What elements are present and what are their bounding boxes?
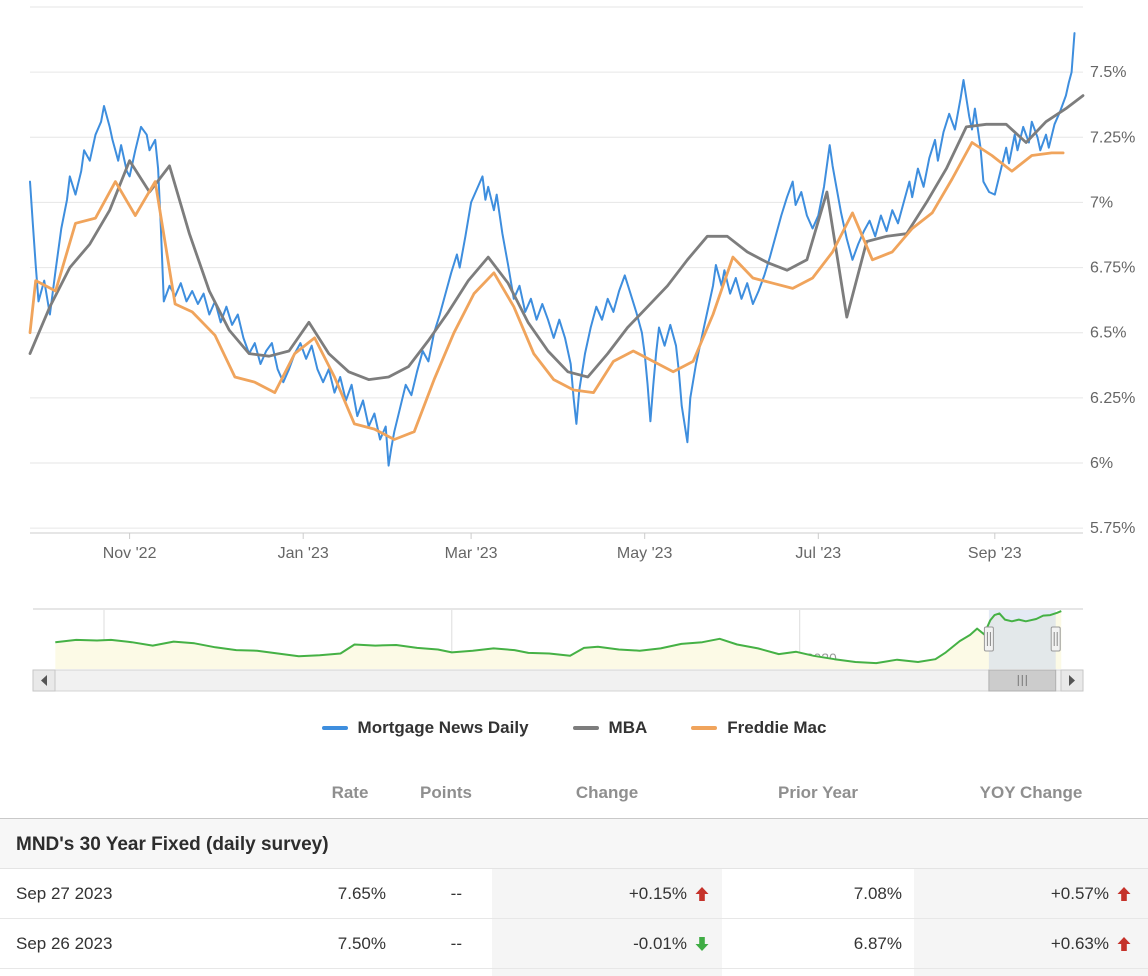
legend-line-swatch — [572, 726, 599, 730]
mba-series-line — [28, 94, 1085, 382]
table-section-header: MND's 30 Year Fixed (daily survey) — [0, 818, 1148, 869]
y-axis-label: 7% — [1090, 194, 1113, 211]
legend-item-freddie-mac[interactable]: Freddie Mac — [691, 718, 826, 738]
y-axis-label: 5.75% — [1090, 520, 1135, 537]
rate-cell: 7.50% — [300, 919, 400, 969]
table-header-row: Rate Points Change Prior Year YOY Change — [0, 768, 1148, 818]
prior-cell — [722, 969, 914, 976]
legend-line-swatch — [691, 726, 718, 730]
chart-legend: Mortgage News Daily MBA Freddie Mac — [0, 710, 1148, 746]
points-cell: -- — [400, 919, 492, 969]
navigator-left-handle[interactable] — [983, 626, 994, 652]
prior-cell: 6.87% — [722, 919, 914, 969]
cell-value: -- — [450, 933, 462, 953]
rates-chart: Nov '22 Jan '23 Mar '23 May '23 Jul '23 Sep '… — [28, 6, 1135, 692]
legend-item-mortgage-news-daily[interactable]: Mortgage News Daily — [321, 718, 529, 738]
rate-cell: 7.65% — [300, 869, 400, 919]
down-arrow-icon — [695, 936, 709, 951]
scroll-right-icon — [1069, 675, 1075, 686]
cell-value: Sep 26 2023 — [16, 933, 113, 953]
yoy-cell — [914, 969, 1148, 976]
yoy-cell: +0.63% — [914, 919, 1148, 969]
cell-value: +0.63% — [1050, 933, 1109, 953]
y-axis-label: 6.75% — [1090, 260, 1135, 277]
legend-item-mba[interactable]: MBA — [572, 718, 648, 738]
up-arrow-icon — [1117, 886, 1131, 901]
navigator-area-fill — [55, 611, 1062, 669]
points-cell — [400, 969, 492, 976]
legend-label: MBA — [608, 718, 648, 737]
date-cell: Sep 27 2023 — [0, 869, 300, 919]
points-cell: -- — [400, 869, 492, 919]
scrollbar-thumb[interactable] — [988, 669, 1057, 692]
rates-table: Rate Points Change Prior Year YOY Change MND'… — [0, 768, 1148, 976]
table-row-partial — [0, 969, 1148, 976]
cell-value: Sep 27 2023 — [16, 883, 113, 903]
y-axis-label: 7.5% — [1090, 64, 1126, 81]
date-cell — [0, 969, 300, 976]
date-cell: Sep 26 2023 — [0, 919, 300, 969]
y-axis-label: 7.25% — [1090, 129, 1135, 146]
cell-value: -- — [450, 883, 462, 903]
cell-value: 6.87% — [853, 933, 902, 953]
freddie-mac-series-line — [28, 141, 1065, 441]
mortgage-news-daily-series-line — [29, 32, 1076, 467]
prior-cell: 7.08% — [722, 869, 914, 919]
navigator-right-handle[interactable] — [1050, 626, 1061, 652]
scroll-left-icon — [41, 675, 47, 686]
change-cell: +0.15% — [492, 869, 722, 919]
x-axis-label: Jul '23 — [795, 545, 841, 562]
cell-value: 7.50% — [337, 933, 386, 953]
scrollbar-left-button[interactable] — [32, 669, 56, 692]
cell-value: -0.01% — [633, 933, 687, 953]
column-header: Points — [420, 783, 472, 802]
scrollbar-right-button[interactable] — [1060, 669, 1084, 692]
legend-label: Mortgage News Daily — [357, 718, 529, 737]
change-cell — [492, 969, 722, 976]
up-arrow-icon — [1117, 936, 1131, 951]
cell-value: +0.57% — [1050, 883, 1109, 903]
legend-line-swatch — [321, 726, 348, 730]
change-cell: -0.01% — [492, 919, 722, 969]
column-header: Rate — [331, 783, 369, 802]
yoy-cell: +0.57% — [914, 869, 1148, 919]
cell-value: 7.65% — [337, 883, 386, 903]
y-axis-label: 6% — [1090, 455, 1113, 472]
x-axis-label: Jan '23 — [278, 545, 329, 562]
navigator-series-line — [55, 610, 1062, 665]
x-axis-label: May '23 — [617, 545, 673, 562]
x-axis-label: Sep '23 — [968, 545, 1022, 562]
rate-cell — [300, 969, 400, 976]
column-header: Prior Year — [777, 783, 859, 802]
legend-label: Freddie Mac — [727, 718, 827, 737]
x-axis-label: Mar '23 — [445, 545, 498, 562]
cell-value: +0.15% — [628, 883, 687, 903]
y-axis-label: 6.5% — [1090, 325, 1126, 342]
up-arrow-icon — [695, 886, 709, 901]
table-row: Sep 27 2023 7.65% -- +0.15% 7.08% +0.57% — [0, 869, 1148, 919]
column-header: Change — [575, 783, 639, 802]
y-axis-label: 6.25% — [1090, 390, 1135, 407]
column-header: YOY Change — [979, 783, 1083, 802]
navigator-selected-range[interactable] — [988, 610, 1056, 669]
scrollbar-track[interactable] — [54, 669, 1062, 692]
cell-value: 7.08% — [853, 883, 902, 903]
x-axis-label: Nov '22 — [103, 545, 157, 562]
table-row: Sep 26 2023 7.50% -- -0.01% 6.87% +0.63% — [0, 919, 1148, 969]
column-header — [0, 768, 300, 818]
